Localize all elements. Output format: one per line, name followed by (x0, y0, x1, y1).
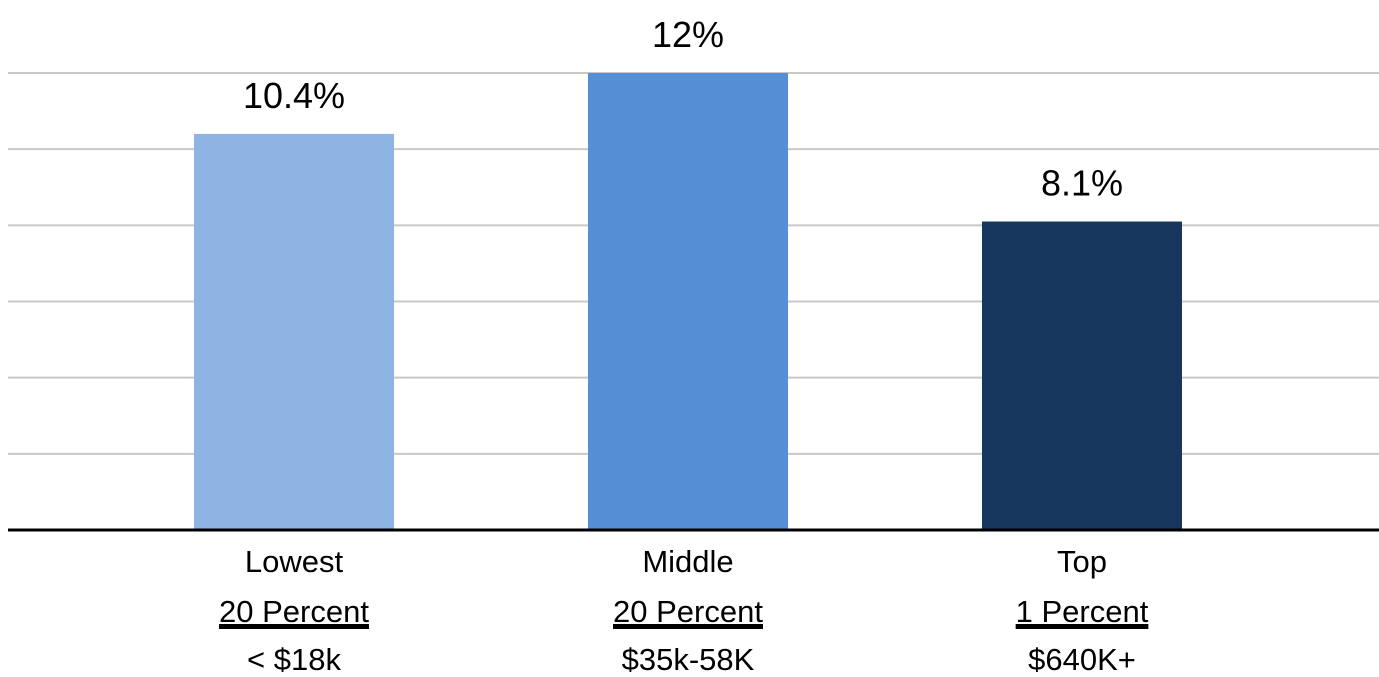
category-label-2-line2: 20 Percent (613, 594, 763, 629)
data-label-3: 8.1% (1041, 163, 1123, 204)
category-label-2-line1: Middle (642, 544, 733, 579)
category-label-2-line3: $35k-58K (622, 642, 755, 677)
category-label-3-line1: Top (1057, 544, 1107, 579)
bar-1 (194, 133, 394, 530)
category-label-1-line2: 20 Percent (219, 594, 369, 629)
category-label-3-line2: 1 Percent (1016, 594, 1149, 629)
data-label-2: 12% (652, 14, 724, 55)
bars (194, 73, 1182, 530)
category-labels: Lowest 20 Percent < $18k Middle 20 Percent $3… (219, 544, 1149, 677)
data-label-1: 10.4% (243, 75, 345, 116)
bar-3 (982, 221, 1182, 530)
category-label-1-line1: Lowest (245, 544, 344, 579)
category-label-3-line3: $640K+ (1028, 642, 1136, 677)
category-label-1-line3: < $18k (247, 642, 341, 677)
bar-2 (588, 73, 788, 530)
data-labels: 10.4% 12% 8.1% (243, 14, 1123, 204)
